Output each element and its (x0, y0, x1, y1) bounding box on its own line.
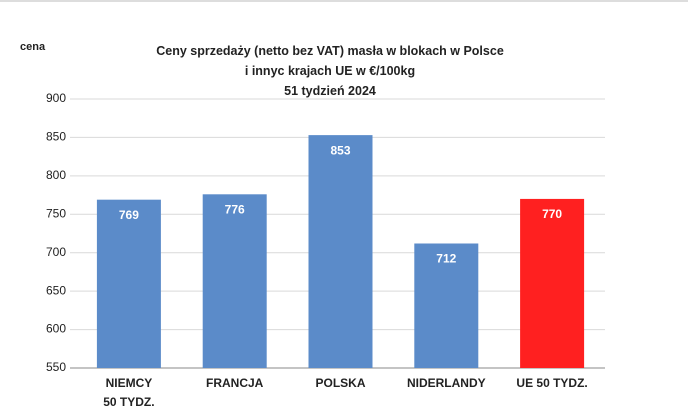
data-label: 853 (330, 143, 350, 157)
x-tick-label: UE 50 TYDZ. (516, 376, 587, 390)
y-axis-label: cena (20, 41, 46, 53)
x-tick-label: POLSKA (315, 376, 365, 390)
x-tick-label: FRANCJA (206, 376, 264, 390)
bar (308, 135, 373, 368)
bar (520, 198, 585, 368)
x-tick-label: NIEMCY 50 TYDZ. (103, 376, 154, 408)
y-tick-label: 650 (46, 283, 66, 297)
y-tick-label: 750 (46, 206, 66, 220)
data-label: 770 (542, 207, 562, 221)
y-tick-label: 900 (46, 91, 66, 105)
chart-title: Ceny sprzedaży (netto bez VAT) masła w b… (156, 44, 504, 98)
data-label: 776 (225, 202, 245, 216)
y-tick-label: 550 (46, 360, 66, 374)
x-tick-label: NIDERLANDY (407, 376, 486, 390)
y-tick-label: 700 (46, 245, 66, 259)
bar (202, 194, 267, 368)
bar (96, 199, 161, 368)
data-label: 712 (436, 252, 456, 266)
y-tick-label: 800 (46, 168, 66, 182)
y-tick-label: 600 (46, 322, 66, 336)
bar (414, 243, 479, 368)
y-tick-label: 850 (46, 130, 66, 144)
data-label: 769 (119, 208, 139, 222)
